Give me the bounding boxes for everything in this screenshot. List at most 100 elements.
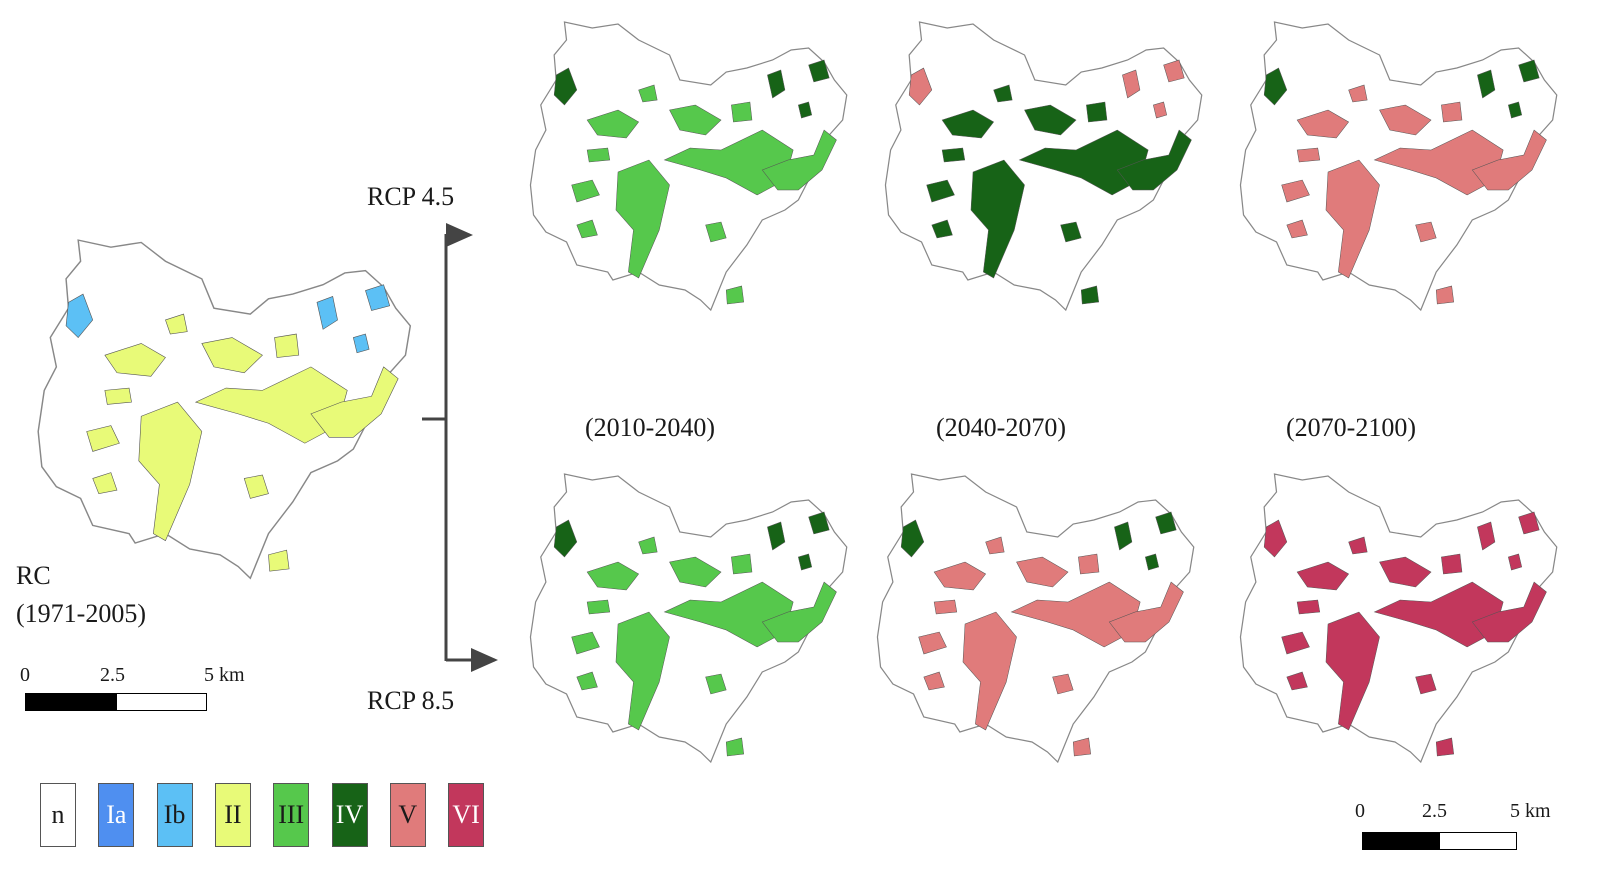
class-patch-iii	[586, 561, 640, 591]
class-patch-iv	[798, 101, 813, 119]
class-patch-v	[1296, 147, 1321, 163]
map-rcp45-2070-2100	[1225, 10, 1565, 320]
class-patch-vi	[1286, 671, 1308, 691]
class-patch-iv	[808, 59, 830, 83]
class-patch-vi	[1477, 521, 1496, 551]
class-patch-v	[1072, 737, 1092, 757]
rcp85-label: RCP 8.5	[367, 686, 455, 715]
rc-period-label: (1971-2005)	[16, 599, 146, 628]
class-patch-v	[1016, 556, 1069, 588]
class-patch-v	[1296, 109, 1350, 139]
period-2010-2040-label: (2010-2040)	[585, 413, 715, 442]
class-patch-iv	[1518, 59, 1540, 83]
class-patch-v	[933, 561, 987, 591]
class-patch-vi	[1415, 673, 1437, 695]
class-patch-v	[1325, 159, 1380, 279]
map-rcp85-2040-2070	[862, 462, 1202, 772]
class-patch-ib	[365, 284, 391, 311]
class-patch-iv	[767, 521, 786, 551]
class-patch-ii	[86, 425, 120, 452]
class-patch-iii	[586, 109, 640, 139]
class-patch-iii	[576, 671, 598, 691]
class-patch-ii	[268, 549, 290, 572]
class-patch-iii	[586, 599, 611, 615]
class-patch-iv	[970, 159, 1025, 279]
class-patch-v	[1441, 101, 1463, 123]
class-patch-iv	[1477, 69, 1496, 99]
class-patch-iii	[725, 285, 745, 305]
legend-item-iii: III	[273, 783, 310, 847]
map-rcp85-2070-2100	[1225, 462, 1565, 772]
class-patch-vi	[1296, 561, 1350, 591]
class-patch-ii	[92, 472, 118, 495]
class-patch-iv	[993, 84, 1013, 103]
legend-item-v: V	[389, 783, 426, 847]
class-patch-vi	[1441, 553, 1463, 575]
class-patch-v	[908, 67, 933, 106]
class-patch-v	[985, 536, 1005, 555]
class-patch-iii	[705, 673, 727, 695]
class-patch-v	[1471, 129, 1547, 191]
class-patch-ib	[65, 293, 94, 338]
class-patch-iii	[761, 581, 837, 643]
map-rcp45-2040-2070	[870, 10, 1210, 320]
class-patch-iv	[553, 67, 578, 106]
class-patch-iii	[731, 553, 753, 575]
class-patch-v	[1379, 104, 1432, 136]
class-patch-v	[918, 631, 947, 655]
map-canvas	[876, 473, 1195, 764]
class-patch-vi	[1508, 553, 1523, 571]
class-patch-iii	[571, 631, 600, 655]
class-patch-iv	[900, 519, 925, 558]
class-patch-iv	[1155, 511, 1177, 535]
class-patch-v	[1348, 84, 1368, 103]
rc-label: RC	[16, 561, 51, 590]
class-patch-v	[1435, 285, 1455, 305]
class-patch-v	[1052, 673, 1074, 695]
class-patch-vi	[1281, 631, 1310, 655]
class-patch-iii	[725, 737, 745, 757]
class-patch-v	[1153, 101, 1168, 119]
scale-tick-5km: 5 km	[204, 664, 245, 686]
class-patch-ii	[243, 474, 269, 499]
scale-bar-white-segment	[116, 693, 207, 711]
map-rcp85-2010-2040	[515, 462, 855, 772]
class-patch-v	[1078, 553, 1100, 575]
class-patch-iv	[1116, 129, 1192, 191]
class-patch-iv	[1114, 521, 1133, 551]
map-canvas	[1239, 21, 1558, 312]
class-patch-iii	[638, 536, 658, 555]
class-patch-vi	[1348, 536, 1368, 555]
scale-tick-2-5: 2.5	[100, 664, 125, 686]
class-patch-iv	[553, 519, 578, 558]
class-patch-iv	[1080, 285, 1100, 305]
class-patch-iv	[1086, 101, 1108, 123]
rcp45-label: RCP 4.5	[367, 182, 455, 211]
class-patch-iii	[586, 147, 611, 163]
class-patch-iii	[705, 221, 727, 243]
class-patch-v	[1108, 581, 1184, 643]
class-patch-ib	[316, 296, 338, 330]
class-patch-iii	[615, 159, 670, 279]
class-patch-ib	[352, 333, 370, 354]
class-patch-v	[933, 599, 958, 615]
class-patch-v	[1122, 69, 1141, 99]
class-patch-iv	[767, 69, 786, 99]
scale-tick-5km: 5 km	[1510, 800, 1551, 822]
legend-item-ii: II	[214, 783, 251, 847]
map-canvas	[37, 239, 412, 580]
legend-item-vi: VI	[448, 783, 485, 847]
legend-item-iv: IV	[331, 783, 368, 847]
class-patch-vi	[1296, 599, 1321, 615]
class-patch-vi	[1435, 737, 1455, 757]
class-patch-v	[1286, 219, 1308, 239]
class-patch-ii	[165, 313, 188, 335]
class-patch-v	[962, 611, 1017, 731]
legend-item-ib: Ib	[156, 783, 193, 847]
map-rc-1971-2005	[20, 226, 420, 590]
class-patch-iv	[941, 147, 966, 163]
period-2040-2070-label: (2040-2070)	[936, 413, 1066, 442]
period-2070-2100-label: (2070-2100)	[1286, 413, 1416, 442]
class-patch-vi	[1263, 519, 1288, 558]
class-patch-vi	[1379, 556, 1432, 588]
